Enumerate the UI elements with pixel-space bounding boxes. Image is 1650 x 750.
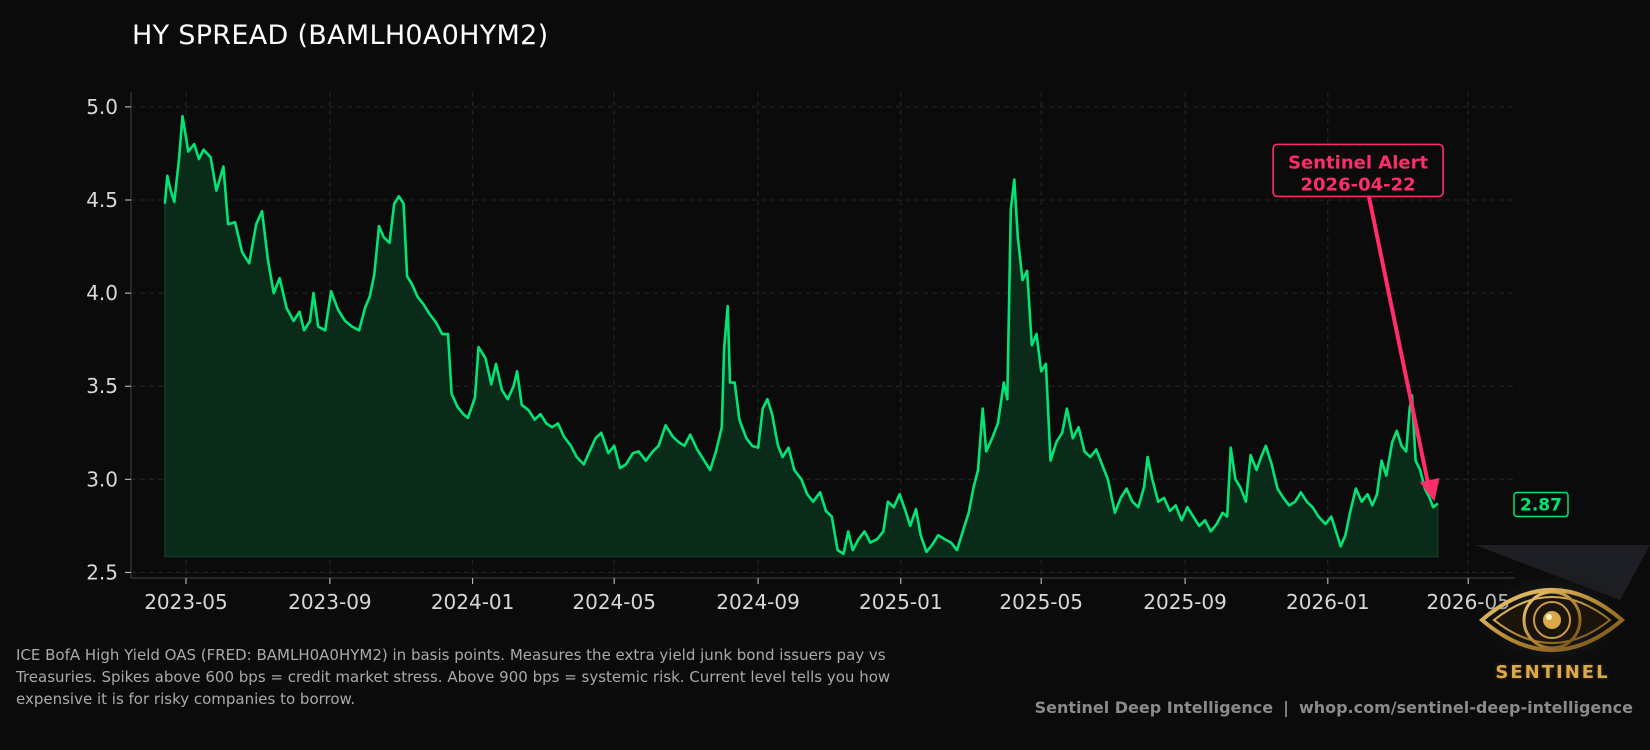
x-axis-ticks: 2023-05 2023-09 2024-01 2024-05 2024-09 2025-… (144, 578, 1510, 614)
x-tick-label: 2024-05 (572, 590, 656, 614)
y-tick-label: 4.5 (86, 188, 118, 212)
x-tick-label: 2025-05 (999, 590, 1083, 614)
alert-label-date: 2026-04-22 (1301, 174, 1416, 195)
footer-brand: Sentinel Deep Intelligence (1034, 698, 1274, 717)
x-tick-label: 2023-09 (288, 590, 372, 614)
x-tick-label: 2025-01 (859, 590, 943, 614)
y-axis-ticks: 2.5 3.0 3.5 4.0 4.5 5.0 (86, 95, 131, 584)
alert-label-box (1272, 143, 1444, 198)
logo-text: SENTINEL (1495, 662, 1610, 683)
alert-arrow-shaft (1367, 195, 1432, 492)
y-tick-label: 4.0 (86, 281, 118, 305)
footer-separator: | (1283, 698, 1289, 717)
last-value-label: 2.87 (1520, 496, 1562, 516)
y-tick-label: 3.0 (86, 467, 118, 491)
sentinel-logo: SENTINEL (1470, 540, 1650, 690)
x-tick-label: 2026-01 (1286, 590, 1370, 614)
axes (130, 92, 1515, 579)
last-value-marker: 2.87 (1513, 491, 1569, 518)
chart-description: ICE BofA High Yield OAS (FRED: BAMLH0A0H… (16, 646, 891, 708)
x-tick-label: 2025-09 (1143, 590, 1227, 614)
chart-title: HY SPREAD (BAMLH0A0HYM2) (132, 20, 549, 51)
alert-arrow-head (1419, 478, 1440, 502)
y-tick-label: 3.5 (86, 374, 118, 398)
footer: Sentinel Deep Intelligence | whop.com/sent… (1035, 698, 1633, 717)
series-line (163, 114, 1439, 556)
alert-label-title: Sentinel Alert (1288, 152, 1428, 173)
footer-url[interactable]: whop.com/sentinel-deep-intelligence (1298, 698, 1633, 717)
last-value-box (1513, 491, 1569, 518)
x-tick-label: 2024-01 (431, 590, 515, 614)
y-tick-label: 5.0 (86, 95, 118, 119)
x-tick-label: 2023-05 (144, 590, 228, 614)
x-tick-label: 2024-09 (716, 590, 800, 614)
y-tick-label: 2.5 (86, 560, 118, 584)
eye-icon (1472, 545, 1650, 675)
